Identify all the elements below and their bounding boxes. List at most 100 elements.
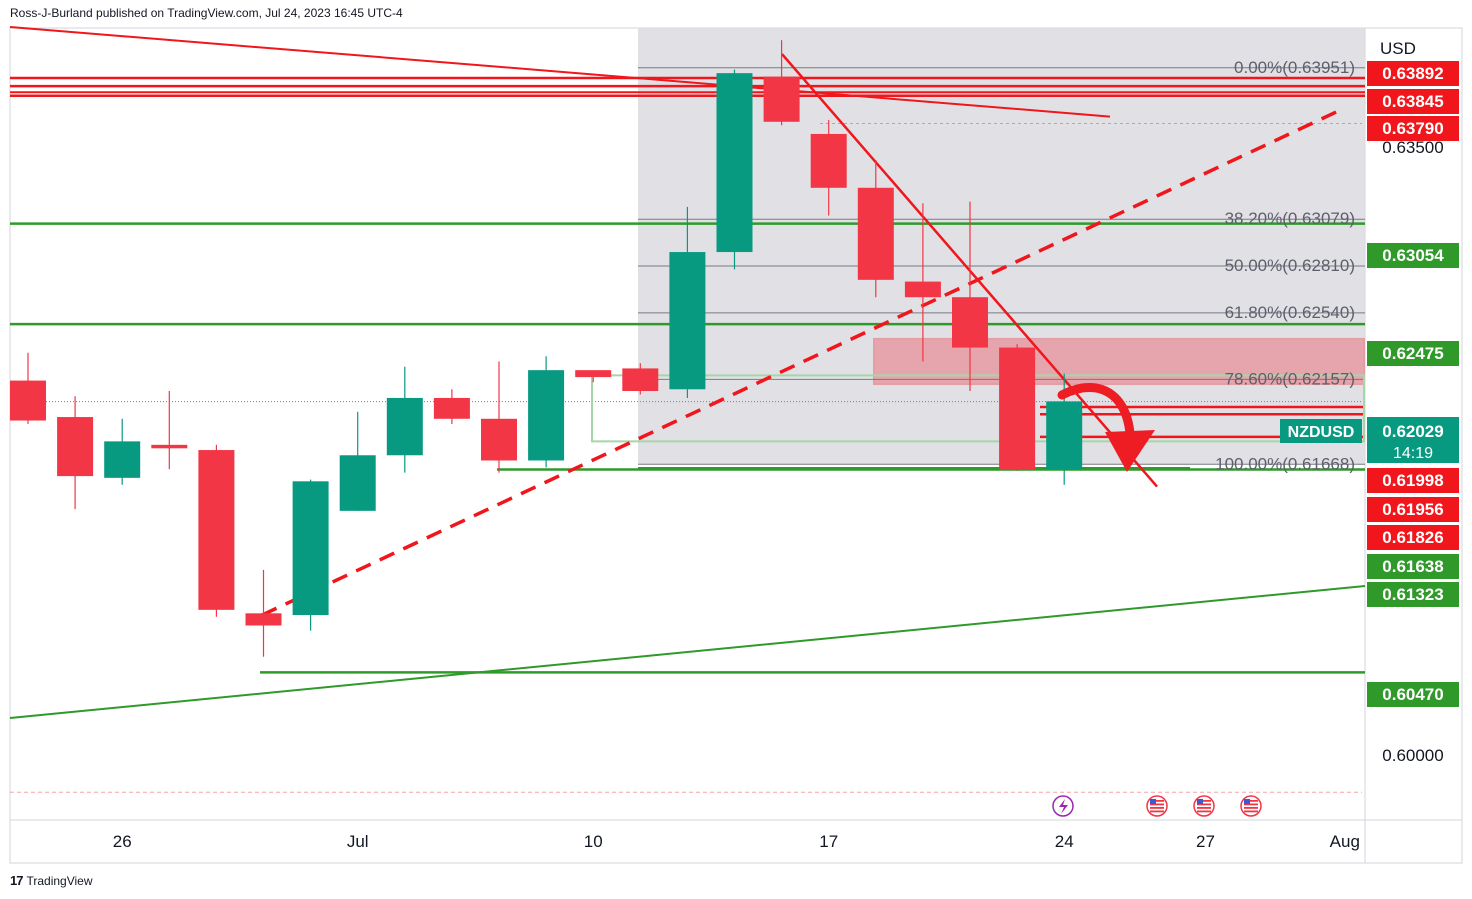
candle[interactable] [198,444,235,617]
last-price-badge [1367,417,1459,463]
level-price-label-badge [1367,116,1459,141]
level-price-label: 0.61638 [1382,557,1443,576]
flag-canton [1197,799,1203,804]
last-price-label: 0.62029 [1382,422,1443,441]
candle-body[interactable] [57,417,94,477]
candle[interactable] [151,391,188,470]
symbol-badge [1280,419,1362,443]
fib-label: 0.00%(0.63951) [1234,58,1355,77]
candle-body[interactable] [245,613,282,626]
candle[interactable] [669,206,706,398]
candle[interactable] [1046,373,1083,485]
level-price-label-badge [1367,554,1459,579]
level-price-label-badge [1367,497,1459,522]
candle-body[interactable] [857,187,894,280]
consolidation-box [591,374,1365,443]
candle[interactable] [528,356,565,468]
candle-body[interactable] [10,380,46,421]
date-tick-label: 27 [1196,832,1215,851]
flag-stripe [1150,803,1164,806]
candle[interactable] [952,201,988,391]
currency-label[interactable]: USD [1380,39,1416,58]
level-price-label-badge [1367,341,1459,366]
fib-label: 78.60%(0.62157) [1225,369,1355,388]
candle[interactable] [904,203,941,362]
ascending-dashed-trendline [261,106,1346,617]
flag-stripe [1197,803,1211,806]
date-tick-label: 26 [113,832,132,851]
level-price-label-badge [1367,61,1459,86]
date-tick-label: 10 [584,832,603,851]
candle-body[interactable] [481,418,517,461]
date-tick-label: Jul [347,832,369,851]
candle-body[interactable] [151,444,188,449]
candle-body[interactable] [999,347,1036,470]
candle-body[interactable] [810,133,847,188]
candle[interactable] [57,396,94,510]
candle[interactable] [810,120,847,216]
flag-stripe [1244,807,1258,809]
candle-body[interactable] [575,370,612,378]
candle[interactable] [999,344,1036,471]
flag-stripe [1244,800,1258,802]
level-price-label-badge [1367,525,1459,550]
candle-body[interactable] [669,252,706,390]
us-flag-event-icon[interactable] [1146,795,1168,817]
candle[interactable] [622,363,659,395]
candle[interactable] [245,569,282,657]
fib-label: 100.00%(0.61668) [1215,454,1355,473]
candle[interactable] [10,352,46,424]
candle[interactable] [292,479,329,631]
candle[interactable] [339,411,376,511]
candle[interactable] [386,366,423,473]
candle[interactable] [716,69,753,270]
fib-label: 61.80%(0.62540) [1225,303,1355,322]
price-tick-label: 0.63500 [1382,138,1443,157]
tradingview-logo-icon: 17 [10,873,24,888]
symbol-label: NZDUSD [1288,424,1355,441]
earnings-event-icon[interactable] [1052,795,1074,817]
candle-body[interactable] [104,441,141,478]
level-price-label: 0.63892 [1382,64,1443,83]
candle-body[interactable] [292,481,329,616]
candle-body[interactable] [198,450,235,610]
candle-body[interactable] [763,76,800,122]
down-arrow-head-icon [1105,430,1155,472]
candle[interactable] [481,361,517,473]
level-price-label: 0.63054 [1382,246,1444,265]
level-price-label: 0.63845 [1382,92,1443,111]
flag-stripe [1150,800,1164,802]
candle-body[interactable] [339,455,376,511]
level-price-label: 0.61998 [1382,471,1443,490]
candle[interactable] [857,160,894,298]
level-price-label-badge [1367,468,1459,493]
candle-body[interactable] [433,397,470,419]
publisher-line: Ross-J-Burland published on TradingView.… [10,6,403,20]
level-price-label: 0.60470 [1382,685,1443,704]
candle[interactable] [575,370,612,383]
us-flag-event-icon[interactable] [1193,795,1215,817]
support-trendline [9,585,1366,719]
countdown-label: 14:19 [1393,445,1433,462]
us-flag-event-icon[interactable] [1240,795,1262,817]
level-price-label: 0.61826 [1382,528,1443,547]
flag-canton [1150,799,1156,804]
flag-stripe [1197,810,1211,813]
tradingview-brand[interactable]: 17 TradingView [10,873,93,888]
candle-body[interactable] [952,297,988,348]
flag-stripe [1197,807,1211,809]
candle-body[interactable] [528,370,565,461]
level-price-label-badge [1367,582,1459,607]
candle[interactable] [763,40,800,126]
candle-body[interactable] [716,73,753,253]
candle[interactable] [104,418,141,485]
candle-body[interactable] [386,397,423,456]
candle-body[interactable] [622,368,659,391]
candle-body[interactable] [904,281,941,298]
candle-body[interactable] [1046,401,1083,470]
flag-stripe [1150,807,1164,809]
date-tick-label: 17 [819,832,838,851]
candle[interactable] [433,389,470,424]
lightning-icon [1059,799,1068,814]
